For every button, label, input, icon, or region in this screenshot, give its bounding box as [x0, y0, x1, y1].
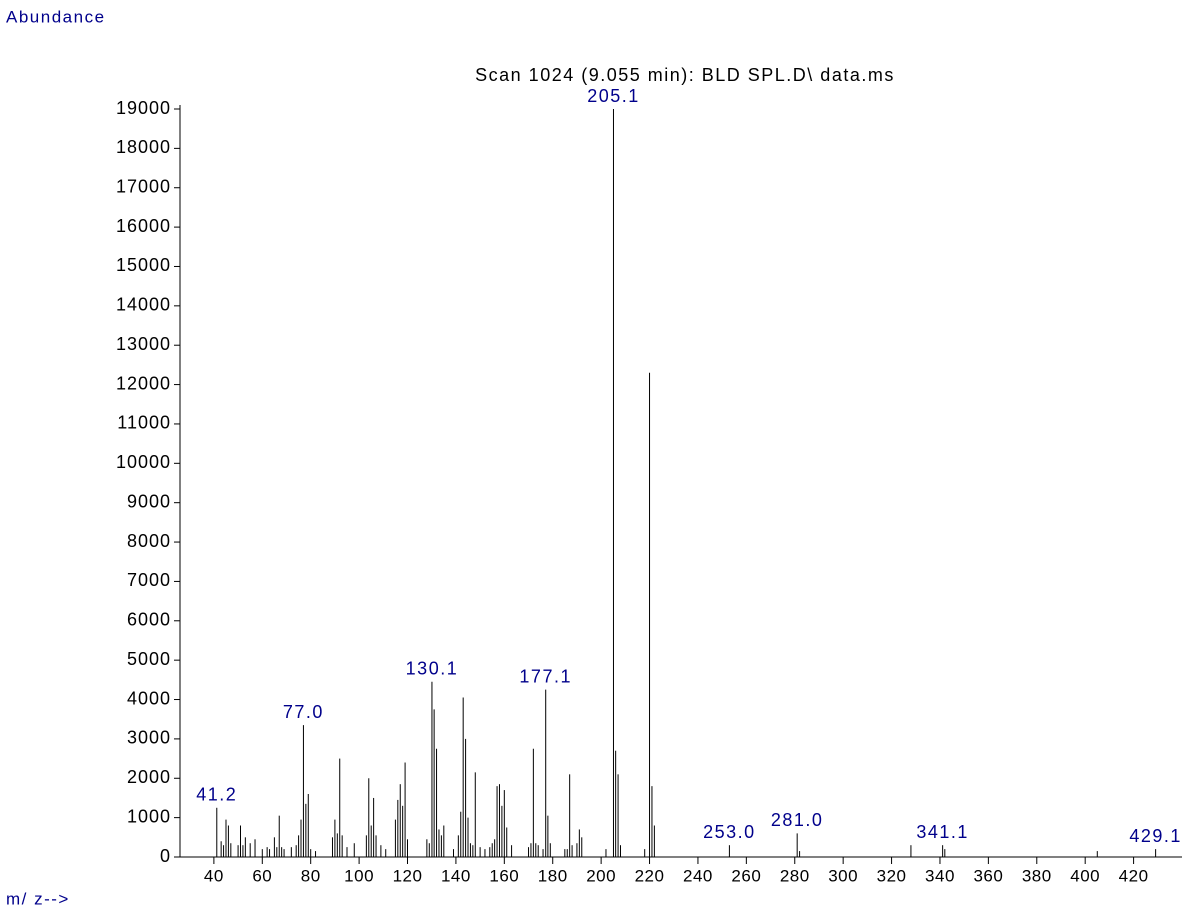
- y-tick-label: 9000: [127, 491, 171, 511]
- x-tick-label: 160: [489, 866, 519, 885]
- peak-label: 205.1: [587, 86, 640, 106]
- x-tick-label: 380: [1022, 866, 1052, 885]
- x-tick-label: 260: [731, 866, 761, 885]
- y-tick-label: 14000: [116, 295, 171, 315]
- x-tick-label: 420: [1119, 866, 1149, 885]
- y-tick-label: 19000: [116, 98, 171, 118]
- y-tick-label: 5000: [127, 649, 171, 669]
- x-tick-label: 280: [780, 866, 810, 885]
- x-tick-label: 360: [973, 866, 1003, 885]
- peak-label: 429.1: [1129, 826, 1182, 846]
- x-tick-label: 100: [344, 866, 374, 885]
- x-tick-label: 200: [586, 866, 616, 885]
- peak-label: 281.0: [771, 810, 824, 830]
- y-tick-label: 8000: [127, 531, 171, 551]
- y-tick-label: 6000: [127, 610, 171, 630]
- x-tick-label: 140: [441, 866, 471, 885]
- x-tick-label: 320: [877, 866, 907, 885]
- x-tick-label: 340: [925, 866, 955, 885]
- peak-label: 130.1: [406, 659, 459, 679]
- x-tick-label: 120: [393, 866, 423, 885]
- y-tick-label: 2000: [127, 767, 171, 787]
- peak-label: 177.1: [519, 666, 572, 686]
- y-tick-label: 16000: [116, 216, 171, 236]
- peak-label: 253.0: [703, 822, 756, 842]
- y-tick-label: 10000: [116, 452, 171, 472]
- peak-label: 341.1: [916, 822, 969, 842]
- x-tick-label: 240: [683, 866, 713, 885]
- x-tick-label: 300: [828, 866, 858, 885]
- x-tick-label: 220: [635, 866, 665, 885]
- y-tick-label: 13000: [116, 334, 171, 354]
- y-tick-label: 12000: [116, 373, 171, 393]
- y-tick-label: 17000: [116, 176, 171, 196]
- y-tick-label: 18000: [116, 137, 171, 157]
- y-tick-label: 7000: [127, 570, 171, 590]
- y-tick-label: 4000: [127, 688, 171, 708]
- x-tick-label: 60: [252, 866, 272, 885]
- y-tick-label: 3000: [127, 728, 171, 748]
- peak-label: 41.2: [196, 785, 237, 805]
- x-tick-label: 40: [204, 866, 224, 885]
- y-axis-label: Abundance: [6, 7, 106, 26]
- peak-label: 77.0: [283, 702, 324, 722]
- x-tick-label: 180: [538, 866, 568, 885]
- x-tick-label: 80: [301, 866, 321, 885]
- y-tick-label: 11000: [117, 413, 171, 433]
- y-tick-label: 0: [160, 846, 171, 866]
- y-tick-label: 1000: [127, 806, 171, 826]
- x-axis-label: m/ z-->: [6, 889, 70, 908]
- x-tick-label: 400: [1070, 866, 1100, 885]
- y-tick-label: 15000: [116, 255, 171, 275]
- chart-title: Scan 1024 (9.055 min): BLD SPL.D\ data.m…: [475, 65, 895, 85]
